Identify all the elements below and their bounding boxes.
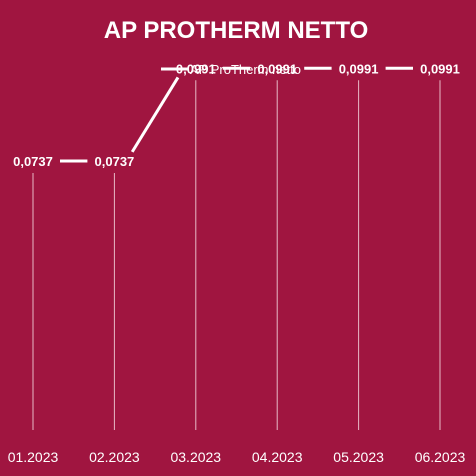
data-label: 0,0991 <box>420 61 460 76</box>
data-label: 0,0991 <box>257 61 297 76</box>
data-label: 0,0991 <box>339 61 379 76</box>
series-segment <box>130 76 180 153</box>
chart-title: AP PROTHERM NETTO <box>104 17 368 44</box>
x-tick-label: 02.2023 <box>89 449 140 465</box>
drop-lines <box>32 80 441 430</box>
data-label: 0,0737 <box>95 154 135 169</box>
x-tick-label: 05.2023 <box>333 449 384 465</box>
x-tick-label: 06.2023 <box>415 449 466 465</box>
data-labels: 0,0737 0,0737 0,0991 0,0991 0,0991 0,0991 <box>13 61 460 169</box>
x-tick-label: 04.2023 <box>252 449 303 465</box>
series-line <box>60 66 413 163</box>
x-axis-tick-labels: 01.2023 02.2023 03.2023 04.2023 05.2023 06.20… <box>8 449 466 465</box>
x-tick-label: 03.2023 <box>170 449 221 465</box>
data-label: 0,0991 <box>176 61 216 76</box>
x-tick-label: 01.2023 <box>8 449 59 465</box>
data-label: 0,0737 <box>13 154 53 169</box>
